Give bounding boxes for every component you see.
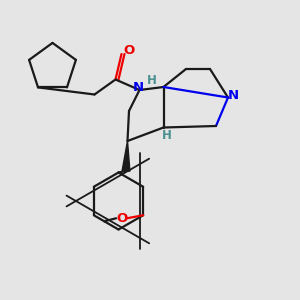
Text: O: O: [116, 212, 127, 225]
Text: N: N: [132, 81, 144, 94]
Text: O: O: [123, 44, 135, 57]
Text: H: H: [162, 128, 171, 142]
Text: H: H: [147, 74, 157, 88]
Text: N: N: [228, 89, 239, 103]
Polygon shape: [122, 141, 130, 171]
